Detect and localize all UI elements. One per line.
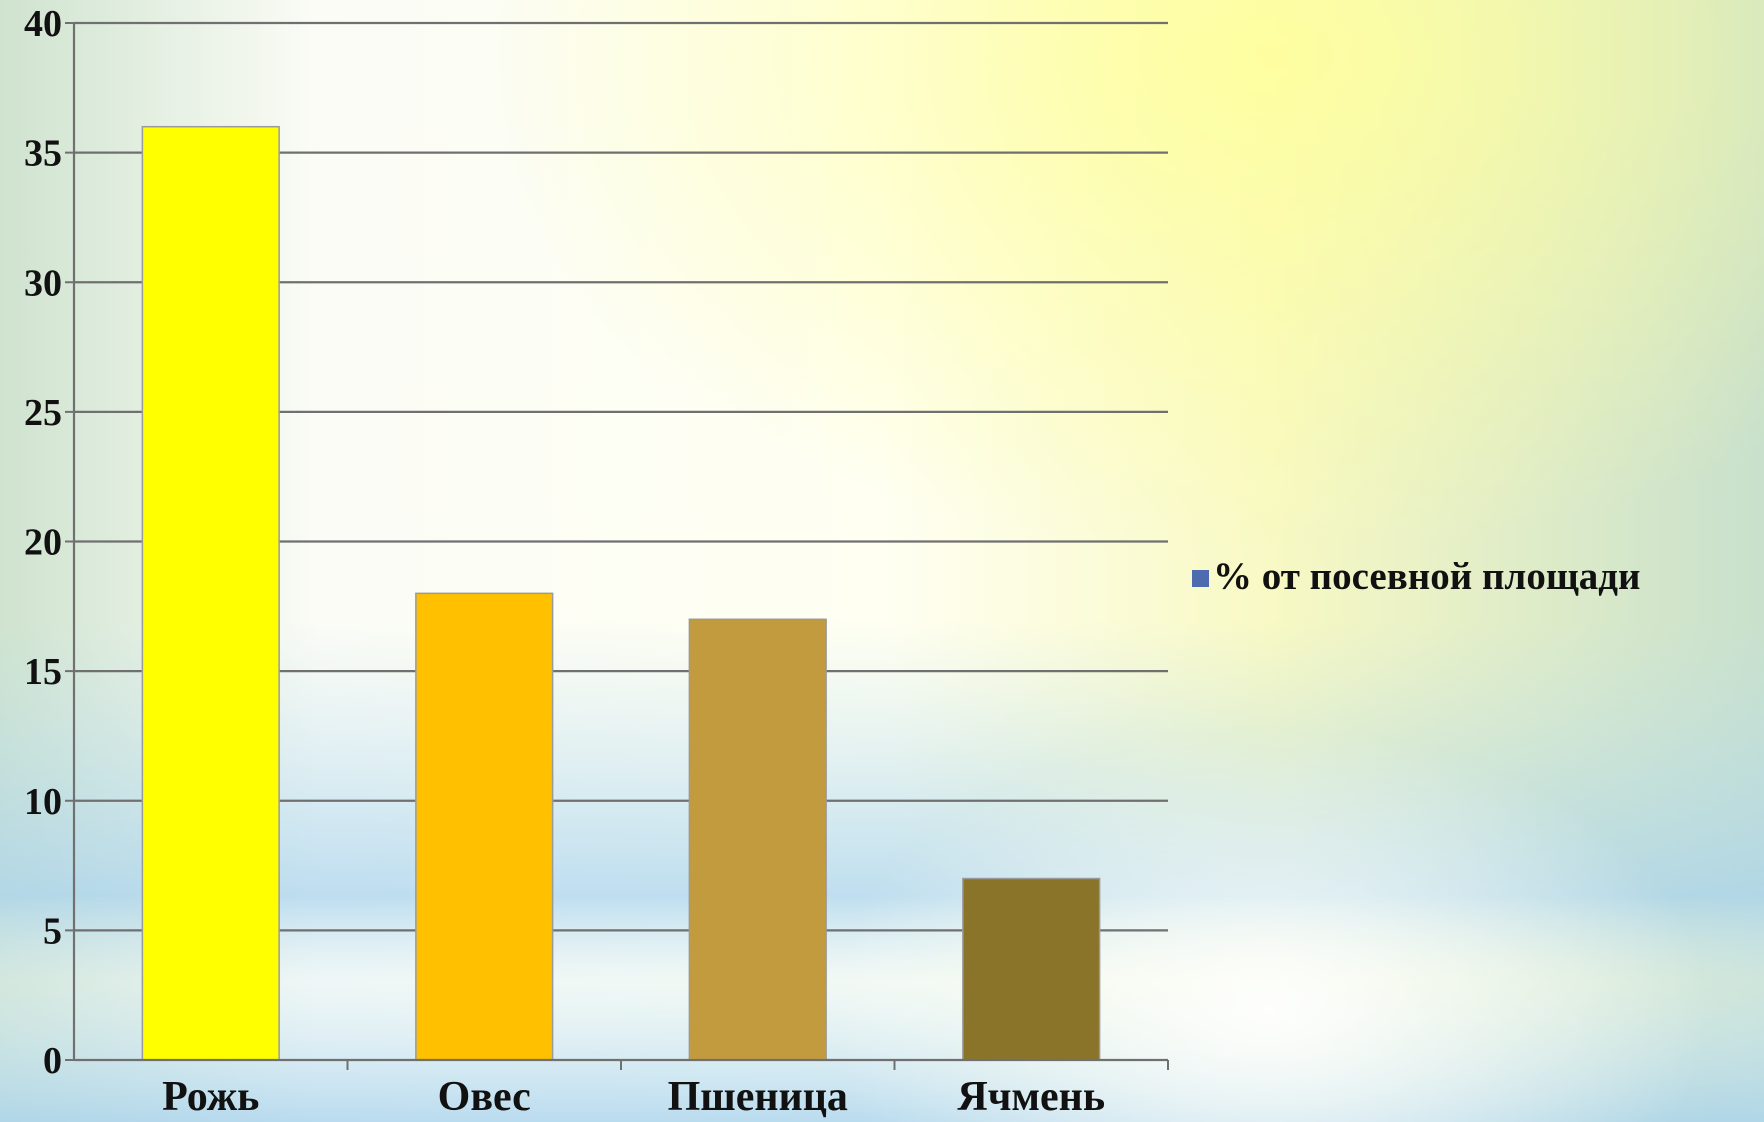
y-tick-label-0: 0 (43, 1040, 62, 1082)
x-category-label-2: Овес (438, 1074, 531, 1120)
bar-1 (141, 125, 280, 1061)
bars (141, 125, 1101, 1061)
bar-3 (688, 618, 827, 1061)
legend-label: % от посевной площади (1213, 555, 1641, 598)
x-category-label-3: Пшеница (668, 1074, 848, 1120)
bar-4 (962, 877, 1101, 1061)
x-category-label-1: Рожь (162, 1074, 259, 1120)
y-tick-label-40: 40 (24, 3, 62, 45)
y-tick-label-20: 20 (24, 522, 62, 564)
y-tick-label-35: 35 (24, 133, 62, 175)
axes (65, 22, 1169, 1070)
y-tick-label-25: 25 (24, 392, 62, 434)
y-tick-label-15: 15 (24, 651, 62, 693)
legend-swatch (1192, 570, 1209, 587)
x-category-label-4: Ячмень (957, 1074, 1105, 1120)
tick-labels: 0 5 10 15 20 25 30 35 40 Рожь Овес Пшеница Ячмень (24, 3, 1105, 1120)
y-tick-label-5: 5 (43, 910, 62, 952)
y-tick-label-30: 30 (24, 262, 62, 304)
legend: % от посевной площади (1192, 554, 1640, 599)
bar-2 (415, 592, 554, 1061)
y-tick-label-10: 10 (24, 781, 62, 823)
